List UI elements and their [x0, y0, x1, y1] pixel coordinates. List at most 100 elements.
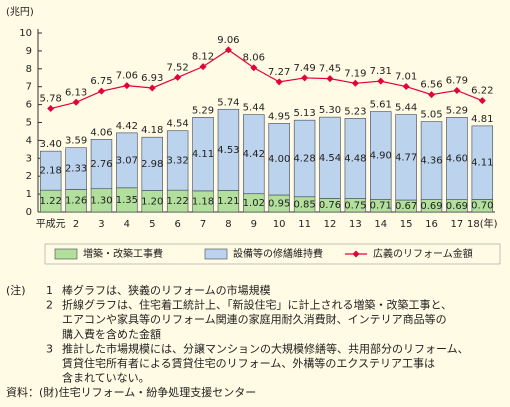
note-text: 賃貸住宅所有者による賃貸住宅のリフォーム、外構等のエクステリア工事は	[62, 356, 435, 370]
x-tick-label: 2	[73, 219, 79, 230]
value-label: 0.69	[420, 201, 442, 212]
value-label: 4.11	[471, 158, 493, 169]
bar-segment	[344, 118, 367, 199]
bar-segment	[192, 117, 214, 192]
value-label: 1.35	[116, 195, 138, 206]
value-label: 1.22	[40, 196, 62, 207]
x-tick-label: 6	[174, 219, 180, 230]
line-marker	[97, 87, 105, 95]
note-number: 3	[46, 342, 53, 355]
bar-segment	[141, 136, 163, 191]
value-label: 4.90	[370, 150, 392, 161]
bar-segment	[471, 125, 494, 200]
line-marker	[174, 73, 182, 81]
value-label: 1.02	[243, 198, 265, 209]
bar-segment	[293, 119, 316, 198]
bar-segment	[116, 132, 138, 189]
total-label: 5.13	[293, 108, 315, 119]
bar-segment	[166, 130, 189, 191]
value-label: 1.26	[65, 196, 87, 207]
bar-segment	[90, 139, 113, 190]
line-value-label: 6.56	[420, 80, 442, 91]
y-tick-label: 9	[26, 46, 32, 57]
y-tick-label: 0	[26, 207, 32, 218]
total-label: 5.44	[243, 103, 265, 114]
total-label: 5.05	[420, 110, 442, 121]
line	[50, 49, 483, 110]
total-label: 5.74	[217, 97, 239, 108]
legend-frame	[44, 243, 501, 265]
bar-segment	[65, 147, 87, 190]
value-label: 4.00	[268, 154, 290, 165]
value-label: 4.42	[243, 149, 265, 160]
x-tick-label: 平成元	[36, 218, 66, 230]
line-value-label: 7.19	[344, 68, 366, 79]
x-tick-label: 18(年)	[467, 217, 498, 230]
x-tick-label: 13	[349, 219, 362, 230]
line-marker	[123, 82, 131, 90]
line-marker	[275, 78, 283, 86]
x-tick-label: 4	[124, 219, 130, 230]
line-value-label: 6.22	[471, 86, 493, 97]
note-text: 含まれていない。	[62, 371, 150, 385]
bar-segment	[217, 108, 240, 191]
note-text: 棒グラフは、狭義のリフォームの市場規模	[62, 283, 271, 297]
note-text: 購入費を含めた金額	[62, 327, 161, 341]
line-value-label: 7.06	[116, 71, 138, 82]
total-label: 4.06	[90, 127, 112, 138]
line-marker	[326, 75, 334, 83]
line-value-label: 9.06	[217, 35, 239, 46]
total-label: 4.18	[141, 125, 163, 136]
x-tick-label: 3	[98, 219, 104, 230]
value-label: 0.69	[446, 201, 468, 212]
y-tick-label: 3	[26, 153, 32, 164]
legend-label: 設備等の修繕維持費	[233, 247, 323, 260]
bar-segment	[243, 114, 265, 195]
line-marker	[377, 77, 385, 85]
value-label: 2.98	[141, 159, 163, 170]
value-label: 3.07	[116, 155, 138, 166]
y-tick-label: 5	[26, 118, 32, 129]
bar-segment	[370, 111, 392, 200]
note-text: 折線グラフは、住宅着工統計上、「新設住宅」に計上される増築・改築工事と、	[62, 298, 452, 312]
line-marker	[148, 84, 156, 92]
note-label: (注)	[6, 283, 26, 297]
x-tick-label: 10	[273, 219, 286, 230]
bar-segment	[446, 117, 468, 200]
note-number: 2	[46, 299, 53, 312]
x-tick-label: 17	[451, 219, 464, 230]
line-marker	[301, 74, 309, 82]
legend-label: 増築・改築工事費	[83, 247, 163, 260]
note-text: エアコンや家具等のリフォーム関連の家庭用耐久消費財、インテリア商品等の	[62, 312, 447, 326]
line-marker	[478, 97, 486, 105]
total-label: 4.95	[268, 111, 290, 122]
line-marker	[72, 98, 80, 106]
x-tick-label: 9	[251, 219, 257, 230]
line-value-label: 6.13	[65, 87, 87, 98]
line-value-label: 8.06	[243, 53, 265, 64]
x-tick-label: 14	[374, 219, 387, 230]
note-number: 1	[46, 284, 53, 297]
line-value-label: 7.01	[395, 72, 417, 83]
line-marker	[199, 63, 207, 71]
value-label: 1.22	[167, 196, 189, 207]
total-label: 4.54	[167, 119, 189, 130]
bar-segment	[319, 116, 341, 199]
total-label: 5.29	[192, 105, 214, 116]
total-label: 4.81	[471, 114, 493, 125]
value-label: 4.60	[446, 153, 468, 164]
x-tick-label: 8	[225, 219, 231, 230]
value-label: 0.85	[293, 199, 315, 210]
bar-segment	[268, 123, 290, 196]
line-value-label: 6.93	[141, 73, 163, 84]
source: 資料：(財)住宅リフォーム・紛争処理支援センター	[6, 385, 256, 399]
value-label: 4.54	[319, 153, 341, 164]
y-tick-label: 7	[26, 82, 32, 93]
y-tick-label: 1	[26, 189, 32, 200]
line-value-label: 6.79	[446, 75, 468, 86]
line-value-label: 5.78	[40, 94, 62, 105]
line-marker	[250, 64, 258, 72]
value-label: 0.95	[268, 198, 290, 209]
value-label: 1.18	[192, 196, 214, 207]
